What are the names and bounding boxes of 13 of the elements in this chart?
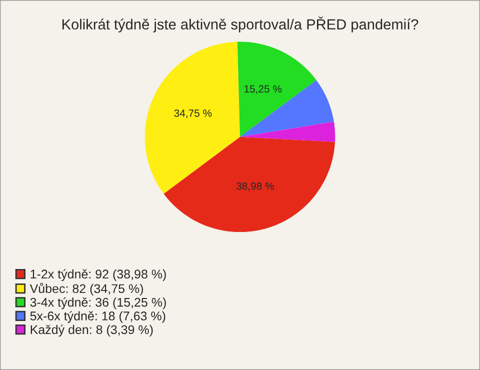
- legend-label: 5x-6x týdně: 18 (7,63 %): [30, 311, 166, 323]
- data-label: 15,25 %: [244, 85, 282, 94]
- data-label: 38,98 %: [236, 182, 274, 192]
- pie-slice: [240, 80, 334, 137]
- pie-slice: [164, 136, 336, 232]
- legend-label: Každý den: 8 (3,39 %): [30, 324, 153, 337]
- chart-title: Kolikrát týdně jste aktivně sportoval/a PŘED pandemií?: [62, 16, 418, 32]
- legend-label: 1-2x týdně: 92 (38,98 %): [30, 269, 166, 281]
- pie-slice: [240, 122, 336, 142]
- legend-label: Vůbec: 82 (34,75 %): [30, 282, 143, 296]
- legend-label: 3-4x týdně: 36 (15,25 %): [30, 297, 166, 310]
- data-label: 34,75 %: [174, 109, 212, 118]
- pie-slice: [237, 42, 316, 137]
